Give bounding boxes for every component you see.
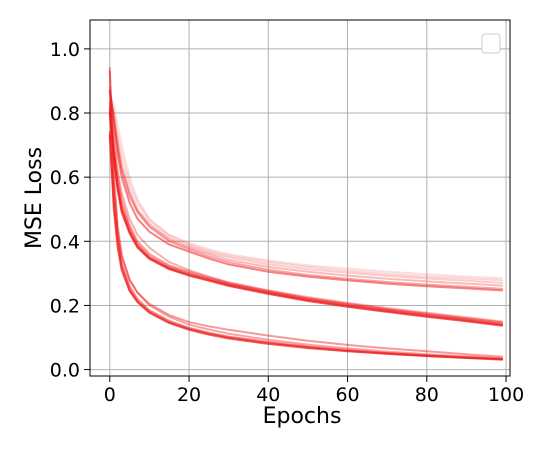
y-tick-label: 0.6 xyxy=(50,167,80,189)
loss-curve-12 xyxy=(108,67,504,360)
x-tick-label: 80 xyxy=(415,384,439,406)
loss-curve-16 xyxy=(108,112,504,358)
y-tick-label: 0.8 xyxy=(50,103,80,125)
x-tick-label: 60 xyxy=(335,384,359,406)
y-axis-ticks: 0.0 0.2 0.4 0.6 0.8 1.0 xyxy=(50,39,90,382)
y-tick-label: 0.4 xyxy=(50,231,80,253)
y-tick-label: 1.0 xyxy=(50,39,80,61)
series-lines xyxy=(108,67,504,361)
x-tick-label: 40 xyxy=(256,384,280,406)
loss-curve-2 xyxy=(108,96,504,282)
loss-curve-5 xyxy=(108,86,504,290)
loss-curve-6 xyxy=(108,89,504,292)
x-tick-label: 0 xyxy=(104,384,116,406)
y-tick-label: 0.0 xyxy=(50,360,80,382)
y-axis-label: MSE Loss xyxy=(22,147,47,249)
plot-frame xyxy=(89,19,511,377)
loss-curve-11 xyxy=(108,112,504,327)
y-tick-label: 0.2 xyxy=(50,295,80,317)
x-tick-label: 20 xyxy=(177,384,201,406)
loss-curve-1 xyxy=(108,92,504,280)
legend-box xyxy=(481,33,501,54)
loss-curve-15 xyxy=(108,134,504,361)
x-axis-label: Epochs xyxy=(263,404,342,429)
loss-curve-4 xyxy=(108,89,504,287)
loss-curve-7 xyxy=(108,99,504,323)
x-axis-ticks: 0 20 40 60 80 100 xyxy=(104,376,524,406)
x-tick-label: 100 xyxy=(488,384,524,406)
grid xyxy=(90,20,510,376)
loss-curve-3 xyxy=(108,92,504,284)
